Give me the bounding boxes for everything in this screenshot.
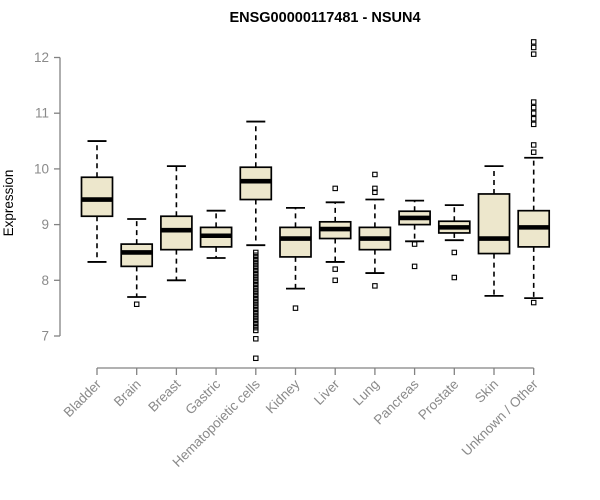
outlier-point xyxy=(530,44,537,51)
outlier-point xyxy=(253,297,259,303)
outlier-point xyxy=(253,263,259,270)
iqr-box xyxy=(120,243,154,268)
box-prostate xyxy=(437,204,471,281)
outlier-point xyxy=(253,269,259,275)
outlier-point xyxy=(253,277,259,284)
outlier-point xyxy=(253,355,259,362)
outlier-point xyxy=(530,299,537,306)
outlier-point xyxy=(332,185,338,192)
outlier-point xyxy=(530,110,537,116)
iqr-box xyxy=(160,215,193,251)
outlier-point xyxy=(372,171,378,178)
outlier-point xyxy=(253,285,259,292)
outlier-point xyxy=(530,121,537,128)
chart-title: ENSG00000117481 - NSUN4 xyxy=(229,10,420,26)
outlier-point xyxy=(253,310,259,317)
outlier-point xyxy=(253,327,259,334)
outlier-point xyxy=(253,274,259,281)
x-tick-label: Kidney xyxy=(263,376,303,416)
outlier-point xyxy=(451,274,458,281)
outlier-point xyxy=(253,258,259,264)
iqr-box xyxy=(477,193,511,255)
y-tick-label: 8 xyxy=(41,273,49,288)
outlier-point xyxy=(253,252,259,258)
y-tick-label: 12 xyxy=(34,50,49,65)
outlier-point xyxy=(332,266,338,272)
outlier-point xyxy=(253,324,259,331)
x-tick-label: Bladder xyxy=(61,376,105,420)
outlier-point xyxy=(253,249,259,256)
outlier-point xyxy=(253,280,259,286)
x-tick-label: Lung xyxy=(350,377,382,409)
outlier-point xyxy=(411,263,418,270)
outlier-point xyxy=(253,271,259,278)
outlier-point xyxy=(253,288,259,295)
box-pancreas xyxy=(398,199,431,270)
x-tick-label: Prostate xyxy=(415,377,461,423)
box-bladder xyxy=(80,140,114,263)
outlier-point xyxy=(530,142,537,148)
outlier-point xyxy=(253,313,259,320)
box-lung xyxy=(358,171,392,289)
outlier-point xyxy=(372,189,378,196)
y-tick-label: 11 xyxy=(35,106,49,121)
outlier-point xyxy=(292,305,299,311)
y-tick-label: 7 xyxy=(41,329,49,344)
outlier-point xyxy=(530,149,537,155)
y-axis-label: Expression xyxy=(1,170,16,237)
x-tick-label: Brain xyxy=(111,377,144,410)
iqr-box xyxy=(80,176,114,218)
box-gastric xyxy=(199,209,233,259)
outlier-point xyxy=(253,299,259,306)
outlier-point xyxy=(253,308,259,314)
outlier-point xyxy=(451,249,458,256)
outlier-point xyxy=(411,241,418,247)
outlier-point xyxy=(253,255,259,261)
box-breast xyxy=(160,165,193,282)
box-liver xyxy=(318,185,352,284)
outlier-point xyxy=(253,316,259,323)
outlier-point xyxy=(133,301,140,308)
box-brain xyxy=(120,218,154,308)
outlier-point xyxy=(332,277,338,284)
outlier-point xyxy=(530,51,537,57)
box-hematopoietic-cells xyxy=(239,120,273,362)
box-skin xyxy=(477,165,511,297)
box-kidney xyxy=(279,206,312,311)
outlier-point xyxy=(530,99,537,105)
x-tick-label: Skin xyxy=(472,377,501,406)
outlier-point xyxy=(253,302,259,309)
outlier-point xyxy=(253,283,259,289)
outlier-point xyxy=(253,319,259,325)
outlier-point xyxy=(530,104,537,111)
outlier-point xyxy=(253,260,259,267)
x-tick-label: Liver xyxy=(311,376,343,408)
outlier-point xyxy=(253,305,259,311)
outlier-point xyxy=(253,266,259,272)
outlier-point xyxy=(253,336,259,342)
y-tick-label: 9 xyxy=(41,217,49,232)
outlier-point xyxy=(253,322,259,328)
box-unknown-other xyxy=(517,39,551,306)
outlier-point xyxy=(530,39,537,45)
outlier-point xyxy=(253,291,259,297)
y-tick-label: 10 xyxy=(34,161,49,176)
x-tick-label: Unknown / Other xyxy=(459,376,542,459)
outlier-point xyxy=(253,294,259,300)
outlier-point xyxy=(530,116,537,122)
outlier-point xyxy=(372,283,378,289)
x-tick-label: Breast xyxy=(145,376,183,414)
iqr-box xyxy=(279,226,312,258)
